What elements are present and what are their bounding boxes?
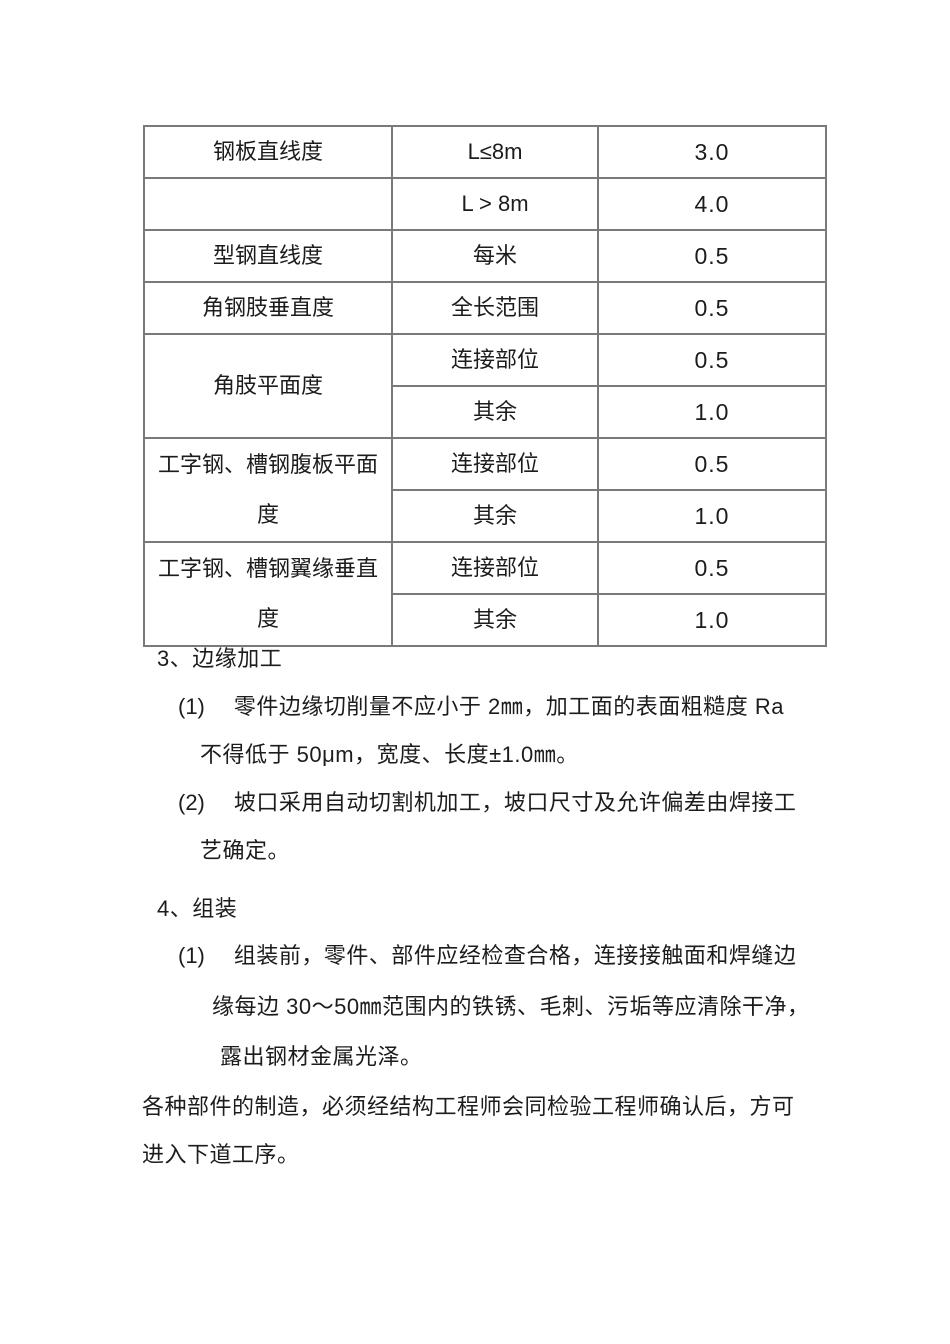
list-item-line: (1) 零件边缘切削量不应小于 2㎜，加工面的表面粗糙度 Ra xyxy=(178,685,784,729)
item-cell: 钢板直线度 xyxy=(143,125,393,179)
list-item-line: (1) 组装前，零件、部件应经检查合格，连接接触面和焊缝边 xyxy=(178,934,796,978)
list-item-text: 坡口采用自动切割机加工，坡口尺寸及允许偏差由焊接工 xyxy=(233,790,797,815)
condition-cell: L > 8m xyxy=(391,177,599,231)
value-cell: 1.0 xyxy=(597,385,827,439)
condition-cell: 其余 xyxy=(391,385,599,439)
closing-paragraph-line: 各种部件的制造，必须经结构工程师会同检验工程师确认后，方可 xyxy=(142,1094,795,1119)
table-row: 钢板直线度 L≤8m 3.0 xyxy=(143,125,827,179)
condition-cell: 全长范围 xyxy=(391,281,599,335)
item-cell: 型钢直线度 xyxy=(143,229,393,283)
section-heading-assembly: 4、组装 xyxy=(157,896,238,921)
value-cell: 0.5 xyxy=(597,437,827,491)
table-row: 其余 1.0 xyxy=(144,489,827,543)
condition-cell: 其余 xyxy=(391,489,599,543)
value-cell: 0.5 xyxy=(597,541,827,595)
table-row: 其余 1.0 xyxy=(144,593,827,647)
list-item-text: 零件边缘切削量不应小于 2㎜，加工面的表面粗糙度 Ra xyxy=(233,694,784,719)
table-row: 其余 1.0 xyxy=(144,385,827,439)
condition-cell: 连接部位 xyxy=(391,541,599,595)
value-cell: 3.0 xyxy=(597,125,827,179)
condition-cell: 连接部位 xyxy=(391,437,599,491)
closing-paragraph-line: 进入下道工序。 xyxy=(142,1142,300,1167)
list-item-number: (1) xyxy=(178,694,205,719)
value-cell: 1.0 xyxy=(597,489,827,543)
list-item-text: 组装前，零件、部件应经检查合格，连接接触面和焊缝边 xyxy=(233,943,797,968)
table-row: 型钢直线度 每米 0.5 xyxy=(143,229,827,283)
table-row: 工字钢、槽钢翼缘垂直 度 连接部位 0.5 xyxy=(143,541,827,647)
item-cell: 角肢平面度 xyxy=(143,333,393,439)
list-item-number: (2) xyxy=(178,790,205,815)
table-row: 角肢平面度 连接部位 0.5 xyxy=(143,333,827,439)
list-item-number: (1) xyxy=(178,943,205,968)
list-item-line: 艺确定。 xyxy=(200,838,291,863)
item-cell: 工字钢、槽钢腹板平面 度 xyxy=(143,437,393,543)
list-item-line: 不得低于 50μm，宽度、长度±1.0㎜。 xyxy=(200,742,579,767)
tolerance-table: 钢板直线度 L≤8m 3.0 L > 8m 4.0 型钢直线度 每米 0.5 角… xyxy=(143,125,827,647)
table-row: L > 8m 4.0 xyxy=(143,177,827,231)
item-cell: 角钢肢垂直度 xyxy=(143,281,393,335)
list-item-line: 缘每边 30～50㎜范围内的铁锈、毛刺、污垢等应清除干净， xyxy=(212,994,810,1019)
item-cell: 工字钢、槽钢翼缘垂直 度 xyxy=(143,541,393,647)
value-cell: 0.5 xyxy=(597,281,827,335)
table-row: 角钢肢垂直度 全长范围 0.5 xyxy=(143,281,827,335)
value-cell: 0.5 xyxy=(597,333,827,387)
item-cell xyxy=(143,177,393,231)
list-item-line: (2) 坡口采用自动切割机加工，坡口尺寸及允许偏差由焊接工 xyxy=(178,781,796,825)
value-cell: 4.0 xyxy=(597,177,827,231)
value-cell: 0.5 xyxy=(597,229,827,283)
condition-cell: L≤8m xyxy=(391,125,599,179)
condition-cell: 每米 xyxy=(391,229,599,283)
condition-cell: 连接部位 xyxy=(391,333,599,387)
value-cell: 1.0 xyxy=(597,593,827,647)
condition-cell: 其余 xyxy=(391,593,599,647)
list-item-line: 露出钢材金属光泽。 xyxy=(220,1044,423,1069)
section-heading-edge-processing: 3、边缘加工 xyxy=(157,646,283,671)
table-row: 工字钢、槽钢腹板平面 度 连接部位 0.5 xyxy=(143,437,827,543)
